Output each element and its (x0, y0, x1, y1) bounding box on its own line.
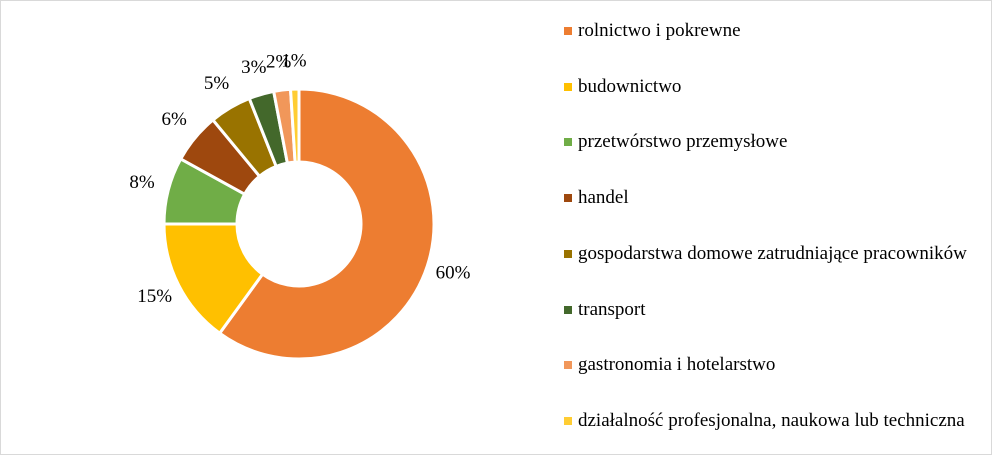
data-label: 8% (129, 172, 155, 193)
legend-swatch (564, 27, 572, 35)
data-label: 6% (162, 109, 188, 130)
legend-item: działalność profesjonalna, naukowa lub t… (564, 409, 978, 433)
data-label: 1% (281, 50, 307, 71)
legend-swatch (564, 82, 572, 91)
legend-label: działalność profesjonalna, naukowa lub t… (578, 409, 965, 431)
legend-label: przetwórstwo przemysłowe (578, 131, 788, 153)
legend-item: rolnictwo i pokrewne (564, 19, 978, 43)
legend-label: budownictwo (578, 75, 682, 97)
legend-swatch (564, 194, 572, 203)
legend-item: handel (564, 186, 978, 210)
legend-swatch (564, 138, 572, 147)
data-label: 2% (266, 52, 292, 73)
slice (288, 87, 301, 164)
legend-swatch (564, 361, 572, 370)
legend-swatch (564, 305, 572, 314)
legend-item: budownictwo (564, 75, 978, 99)
legend-item: gospodarstwa domowe zatrudniające pracow… (564, 242, 978, 266)
data-label: 60% (436, 262, 471, 283)
slice (162, 222, 265, 336)
data-label: 3% (241, 57, 267, 78)
legend-swatch (564, 416, 572, 425)
legend-label: rolnictwo i pokrewne (578, 20, 741, 41)
slice (217, 87, 436, 361)
legend-item: transport (564, 298, 978, 322)
legend-label: handel (578, 187, 629, 209)
legend-label: gastronomia i hotelarstwo (578, 354, 776, 376)
legend-label: transport (578, 298, 646, 320)
legend-item: gastronomia i hotelarstwo (564, 353, 978, 377)
data-label: 15% (137, 286, 172, 307)
legend-label: gospodarstwa domowe zatrudniające pracow… (578, 242, 967, 264)
legend-swatch (564, 249, 572, 258)
legend-item: przetwórstwo przemysłowe (564, 130, 978, 154)
data-label: 5% (204, 73, 230, 94)
